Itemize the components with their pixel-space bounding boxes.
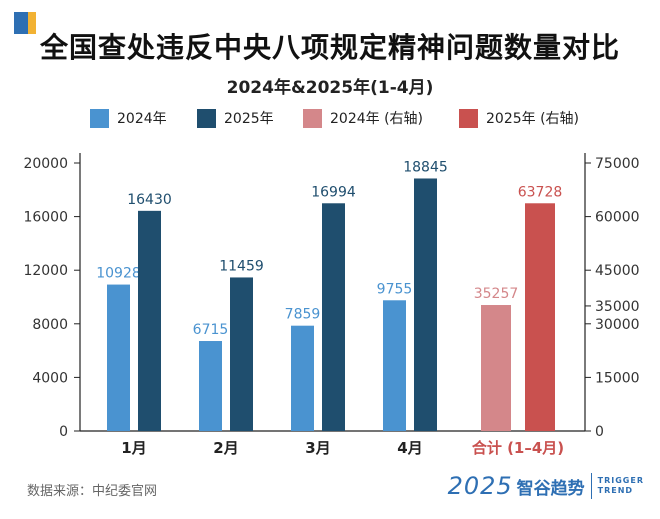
right-tick-label: 0 xyxy=(595,424,604,440)
corner-mark-yellow xyxy=(28,12,36,34)
legend: 2024年 2025年 2024年 (右轴) 2025年 (右轴) xyxy=(0,108,660,130)
data-label: 35257 xyxy=(474,286,519,302)
data-label: 9755 xyxy=(377,281,413,297)
legend-item-2024-right: 2024年 (右轴) xyxy=(303,108,423,128)
legend-swatch-2025 xyxy=(197,108,216,128)
category-label: 4月 xyxy=(397,439,422,457)
legend-item-2025-right: 2025年 (右轴) xyxy=(459,108,579,128)
bar-2024年 xyxy=(107,284,130,431)
category-label: 2月 xyxy=(213,439,238,457)
legend-label-2025: 2025年 xyxy=(224,111,274,127)
legend-label-2025-right: 2025年 (右轴) xyxy=(486,111,580,127)
bar-2025年 xyxy=(230,277,253,431)
bar-2025年 xyxy=(414,178,437,431)
bar-2025年 (右轴) xyxy=(525,203,555,431)
legend-label-2024: 2024年 xyxy=(117,111,167,127)
data-label: 7859 xyxy=(285,307,321,323)
right-tick-label: 30000 xyxy=(595,317,640,333)
legend-label-2024-right: 2024年 (右轴) xyxy=(330,111,424,127)
left-tick-label: 0 xyxy=(59,424,68,440)
chart-subtitle: 2024年&2025年(1-4月) xyxy=(226,78,434,98)
data-label: 11459 xyxy=(219,258,264,274)
bar-2024年 xyxy=(291,325,314,431)
bar-2024年 xyxy=(383,300,406,431)
bar-2024年 (右轴) xyxy=(481,305,511,431)
right-tick-label: 75000 xyxy=(595,156,640,172)
chart-title: 全国查处违反中央八项规定精神问题数量对比 xyxy=(39,31,620,64)
category-label: 3月 xyxy=(305,439,330,457)
brand-en-line2: TREND xyxy=(597,486,634,495)
data-label: 16994 xyxy=(311,184,356,200)
corner-logo-mark xyxy=(14,12,36,34)
legend-item-2025: 2025年 xyxy=(197,108,274,128)
right-tick-label: 15000 xyxy=(595,370,640,386)
brand-year: 2025 xyxy=(447,472,513,500)
brand-english: TRIGGER TREND xyxy=(598,476,644,496)
legend-swatch-2025-right xyxy=(459,108,478,128)
left-tick-label: 12000 xyxy=(23,263,68,279)
right-tick-label: 45000 xyxy=(595,263,640,279)
category-label: 1月 xyxy=(121,439,146,457)
left-tick-label: 16000 xyxy=(23,210,68,226)
left-tick-label: 20000 xyxy=(23,156,68,172)
right-tick-label: 35000 xyxy=(595,299,640,315)
legend-item-2024: 2024年 xyxy=(90,108,167,128)
left-tick-label: 8000 xyxy=(32,317,68,333)
data-label: 6715 xyxy=(193,322,229,338)
category-label: 合计 (1–4月) xyxy=(471,439,564,457)
data-label: 63728 xyxy=(518,184,563,200)
bar-2025年 xyxy=(322,203,345,431)
data-source: 数据来源：中纪委官网 xyxy=(27,484,158,499)
brand-separator xyxy=(590,473,592,499)
corner-mark-blue xyxy=(14,12,28,34)
brand-en-line1: TRIGGER xyxy=(597,476,644,485)
brand-logo: 2025 智谷趋势 TRIGGER TREND xyxy=(448,472,644,500)
brand-name: 智谷趋势 xyxy=(516,478,585,499)
bar-2025年 xyxy=(138,210,161,431)
data-label: 10928 xyxy=(96,266,141,282)
data-label: 16430 xyxy=(127,192,172,208)
data-label: 18845 xyxy=(403,159,448,175)
legend-swatch-2024-right xyxy=(303,108,322,128)
right-tick-label: 60000 xyxy=(595,210,640,226)
legend-swatch-2024 xyxy=(90,108,109,128)
left-tick-label: 4000 xyxy=(32,370,68,386)
bar-2024年 xyxy=(199,341,222,431)
